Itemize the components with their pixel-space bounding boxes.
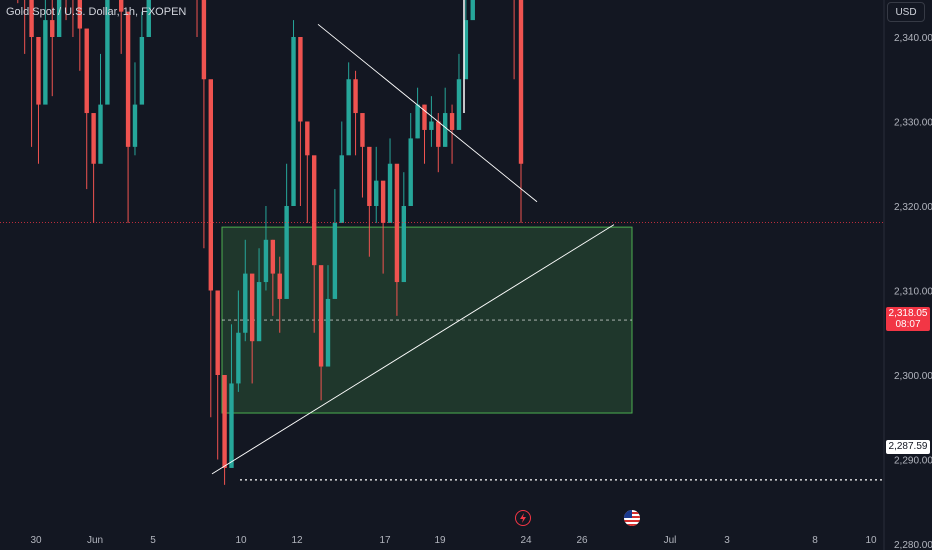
- candle-body: [463, 20, 469, 80]
- x-tick-label: 30: [30, 535, 42, 546]
- descending-trendline: [317, 23, 538, 203]
- candle-body: [422, 104, 427, 130]
- last-price-label: 2,318.05 08:07: [886, 307, 930, 331]
- candle-body: [125, 11, 131, 147]
- x-tick-label: 24: [520, 535, 532, 546]
- bar-countdown: 08:07: [895, 319, 921, 330]
- x-tick-label: 3: [724, 535, 730, 546]
- candle-body: [339, 155, 344, 223]
- candle-body: [222, 375, 227, 468]
- zones-layer: [221, 226, 633, 414]
- x-tick-label: 10: [865, 535, 877, 546]
- candle-body: [318, 265, 324, 367]
- candle-body: [98, 104, 103, 164]
- axes-layer: 2,280.00 2,290.00 2,300.00 2,310.00 2,320.00…: [30, 0, 932, 550]
- candle-body: [312, 155, 317, 266]
- x-tick-label: 19: [434, 535, 446, 546]
- candle-body: [436, 121, 441, 147]
- candle-body: [325, 298, 331, 367]
- candles-layer: [17, 0, 524, 485]
- x-tick-label: Jul: [664, 535, 677, 546]
- x-tick-label: Jun: [87, 535, 103, 546]
- candle-body: [277, 273, 282, 299]
- x-tick-label: 17: [379, 535, 391, 546]
- candle-body: [208, 79, 213, 291]
- candle-body: [332, 222, 338, 299]
- candle-body: [442, 113, 448, 147]
- candle-body: [132, 104, 138, 147]
- y-tick-label: 2,300.00: [894, 371, 932, 382]
- candle-body: [353, 79, 358, 114]
- low-price-label: 2,287.59: [886, 440, 930, 454]
- candle-body: [263, 239, 269, 283]
- candle-body: [408, 138, 413, 206]
- y-tick-label: 2,290.00: [894, 456, 932, 467]
- candle-body: [249, 273, 255, 342]
- candle-body: [470, 0, 475, 21]
- candle-body: [215, 290, 220, 375]
- symbol-title[interactable]: Gold Spot / U.S. Dollar, 1h, FXOPEN: [6, 6, 187, 18]
- x-tick-label: 8: [812, 535, 818, 546]
- candle-body: [367, 146, 372, 206]
- y-tick-label: 2,280.00: [894, 540, 932, 550]
- x-tick-label: 10: [235, 535, 247, 546]
- candle-body: [139, 37, 145, 105]
- currency-button[interactable]: USD: [887, 2, 925, 22]
- lightning-icon[interactable]: [515, 510, 531, 526]
- candle-body: [456, 79, 462, 130]
- candle-body: [270, 239, 276, 274]
- candle-body: [229, 383, 234, 468]
- candle-body: [36, 37, 41, 105]
- candle-body: [56, 0, 62, 37]
- candle-body: [50, 20, 55, 37]
- candle-body: [77, 0, 83, 29]
- candle-body: [449, 113, 455, 130]
- candle-body: [243, 273, 248, 333]
- y-tick-label: 2,330.00: [894, 118, 932, 129]
- candle-body: [387, 163, 393, 223]
- candle-body: [394, 163, 400, 283]
- x-tick-label: 5: [150, 535, 156, 546]
- candle-body: [43, 20, 48, 105]
- us-flag-icon[interactable]: [624, 510, 640, 526]
- candle-body: [380, 180, 386, 223]
- last-price-value: 2,318.05: [888, 308, 928, 319]
- candle-body: [401, 206, 407, 283]
- candle-body: [305, 121, 310, 156]
- candle-body: [256, 282, 262, 342]
- candle-body: [284, 206, 289, 299]
- candle-body: [29, 0, 34, 37]
- candle-body: [146, 0, 151, 37]
- candle-body: [84, 28, 89, 114]
- candle-body: [374, 180, 379, 206]
- candle-body: [201, 0, 207, 80]
- candle-body: [236, 332, 241, 384]
- candle-body: [346, 79, 351, 156]
- candle-body: [360, 113, 365, 147]
- candle-body: [298, 37, 303, 122]
- candle-body: [291, 37, 296, 206]
- x-tick-label: 12: [291, 535, 303, 546]
- candle-body: [118, 0, 124, 12]
- candle-body: [518, 0, 524, 164]
- y-tick-label: 2,320.00: [894, 202, 932, 213]
- candle-body: [91, 113, 96, 164]
- y-tick-label: 2,310.00: [894, 287, 932, 298]
- drawing-overlays: fvg: [0, 0, 884, 481]
- ascending-trendline: [211, 224, 615, 475]
- x-tick-label: 26: [576, 535, 588, 546]
- candle-body: [105, 0, 110, 105]
- candle-body: [429, 121, 434, 130]
- y-tick-label: 2,340.00: [894, 33, 932, 44]
- candle-body: [415, 104, 420, 139]
